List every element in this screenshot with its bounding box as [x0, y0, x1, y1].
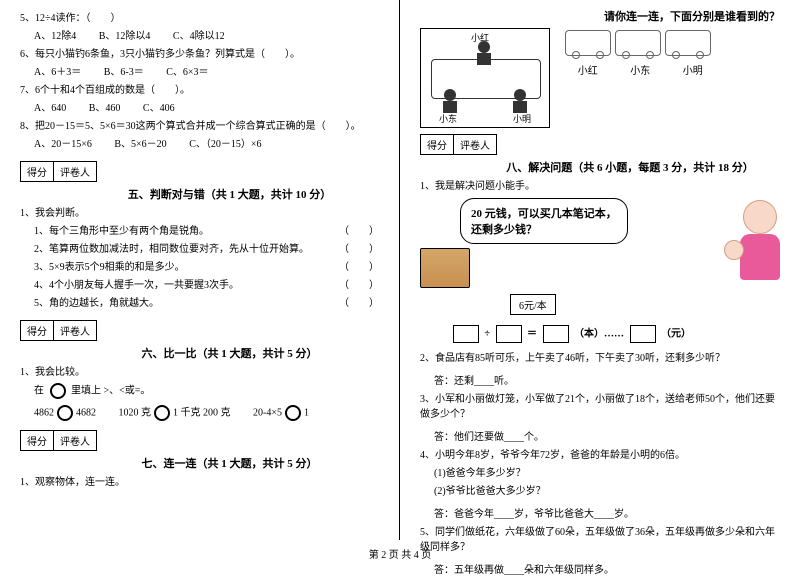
s6-row: 48624682 1020 克1 千克 200 克 20-4×51 — [34, 405, 379, 421]
price-tag: 6元/本 — [510, 294, 556, 315]
circle-icon — [285, 405, 301, 421]
grader-label: 评卷人 — [454, 135, 496, 154]
speech-cloud: 20 元钱，可以买几本笔记本， 还剩多少钱？ — [460, 198, 628, 244]
q8c: C、（20－15）×6 — [189, 139, 261, 150]
s7-lead: 1、观察物体，连一连。 — [20, 475, 379, 490]
blank-box — [543, 325, 569, 343]
s6-lead: 1、我会比较。 — [20, 365, 379, 380]
illustration-row: 小红 小东 小明 小红 小东 小明 — [420, 28, 780, 128]
q8b: B、5×6－20 — [114, 139, 166, 150]
s5-1: 1、每个三角形中至少有两个角是锐角。（ ） — [34, 224, 379, 239]
bus-icon — [615, 30, 661, 56]
circle-icon — [50, 383, 66, 399]
q7-opts: A、640 B、460 C、406 — [34, 101, 379, 116]
notebook-icon — [420, 248, 470, 288]
s8q3: 3、小军和小丽做灯笼，小军做了21个，小丽做了18个，送给老师50个，他们还要做… — [420, 392, 780, 422]
left-column: 5、12÷4读作：（ ） A、12除4 B、12除以4 C、4除以12 6、每只… — [0, 0, 400, 540]
person-icon — [511, 89, 529, 113]
cloud-row: 20 元钱，可以买几本笔记本， 还剩多少钱？ — [420, 198, 780, 244]
q8a: A、20－15×6 — [34, 139, 92, 150]
q5a: A、12除4 — [34, 31, 76, 42]
score-box-6: 得分 评卷人 — [20, 320, 97, 341]
label-xiaodong: 小东 — [439, 112, 457, 125]
ans3: 答：他们还要做____个。 — [434, 430, 780, 445]
q5: 5、12÷4读作：（ ） — [20, 11, 379, 26]
bus-options: 小红 小东 小明 — [563, 28, 718, 77]
score-label: 得分 — [421, 135, 454, 154]
score-label: 得分 — [21, 321, 54, 340]
circle-icon — [57, 405, 73, 421]
circle-icon — [154, 405, 170, 421]
label-xiaoming: 小明 — [513, 112, 531, 125]
grader-label: 评卷人 — [54, 431, 96, 450]
s5-3: 3、5×9表示5个9相乘的和是多少。（ ） — [34, 260, 379, 275]
q8-opts: A、20－15×6 B、5×6－20 C、（20－15）×6 — [34, 137, 379, 152]
score-label: 得分 — [21, 431, 54, 450]
connect-prompt: 请你连一连，下面分别是谁看到的？ — [420, 8, 780, 24]
score-label: 得分 — [21, 162, 54, 181]
section-7-title: 七、连一连（共 1 大题，共计 5 分） — [80, 455, 379, 471]
blank-box — [630, 325, 656, 343]
q5b: B、12除以4 — [99, 31, 151, 42]
equation-row: ÷ ＝ （本）…… （元） — [450, 325, 780, 343]
q6b: B、6-3＝ — [104, 67, 144, 78]
s6-instr: 在 里填上 >、<或=。 — [34, 383, 379, 399]
q7a: A、640 — [34, 103, 66, 114]
s5-lead: 1、我会判断。 — [20, 206, 379, 221]
option-names: 小红 小东 小明 — [563, 62, 718, 77]
s5-2: 2、笔算两位数加减法时，相同数位要对齐，先从十位开始算。（ ） — [34, 242, 379, 257]
score-box-8: 得分 评卷人 — [420, 134, 497, 155]
blank-box — [453, 325, 479, 343]
girl-character-icon — [730, 200, 790, 300]
s5-5: 5、角的边越长，角就越大。（ ） — [34, 296, 379, 311]
q8: 8、把20－15＝5、5×6＝30这两个算式合并成一个综合算式正确的是（ ）。 — [20, 119, 379, 134]
section-8-title: 八、解决问题（共 6 小题，每题 3 分，共计 18 分） — [480, 159, 780, 175]
section-5-title: 五、判断对与错（共 1 大题，共计 10 分） — [80, 186, 379, 202]
q6a: A、6＋3＝ — [34, 67, 81, 78]
bus-icon — [665, 30, 711, 56]
q5-opts: A、12除4 B、12除以4 C、4除以12 — [34, 29, 379, 44]
scene-box: 小红 小东 小明 — [420, 28, 550, 128]
s8q2: 2、食品店有85听可乐，上午卖了46听，下午卖了30听，还剩多少听？ — [420, 351, 780, 366]
person-icon — [441, 89, 459, 113]
q5c: C、4除以12 — [173, 31, 225, 42]
bus-icon — [565, 30, 611, 56]
right-column: 请你连一连，下面分别是谁看到的？ 小红 小东 小明 小红 小东 小明 得分 评卷… — [400, 0, 800, 540]
s8q4: 4、小明今年8岁，爷爷今年72岁，爸爸的年龄是小明的6倍。 — [420, 448, 780, 463]
section-6-title: 六、比一比（共 1 大题，共计 5 分） — [80, 345, 379, 361]
s8q4b: (2)爷爷比爸爸大多少岁？ — [434, 484, 780, 499]
ans5: 答：五年级再做____朵和六年级同样多。 — [434, 563, 780, 578]
s8q1: 1、我是解决问题小能手。 — [420, 179, 780, 194]
s5-4: 4、4个小朋友每人握手一次，一共要握3次手。（ ） — [34, 278, 379, 293]
q7: 7、6个十和4个百组成的数是（ ）。 — [20, 83, 379, 98]
s8q4a: (1)爸爸今年多少岁？ — [434, 466, 780, 481]
grader-label: 评卷人 — [54, 321, 96, 340]
q7c: C、406 — [143, 103, 175, 114]
blank-box — [496, 325, 522, 343]
q6c: C、6×3＝ — [166, 67, 208, 78]
ans2: 答：还剩____听。 — [434, 374, 780, 389]
score-box-5: 得分 评卷人 — [20, 161, 97, 182]
q6: 6、每只小猫钓6条鱼，3只小猫钓多少条鱼？列算式是（ ）。 — [20, 47, 379, 62]
grader-label: 评卷人 — [54, 162, 96, 181]
ans4: 答：爸爸今年____岁，爷爷比爸爸大____岁。 — [434, 507, 780, 522]
q6-opts: A、6＋3＝ B、6-3＝ C、6×3＝ — [34, 65, 379, 80]
score-box-7: 得分 评卷人 — [20, 430, 97, 451]
page-footer: 第 2 页 共 4 页 — [0, 546, 800, 561]
q7b: B、460 — [89, 103, 121, 114]
